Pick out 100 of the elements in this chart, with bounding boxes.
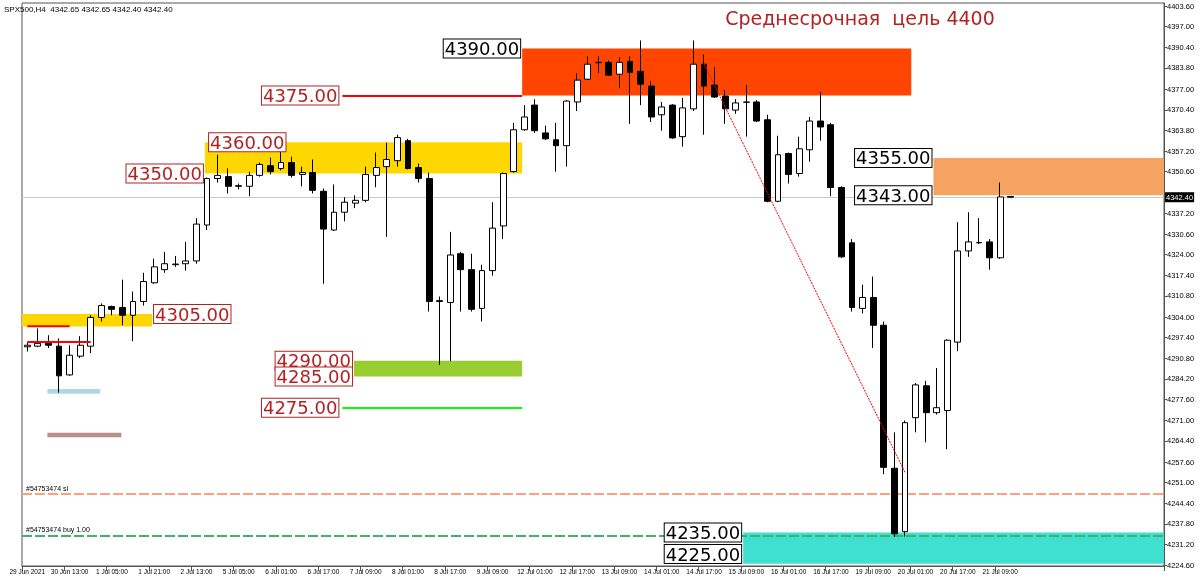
candlestick <box>775 135 781 203</box>
candlestick <box>838 185 845 259</box>
candlestick <box>923 380 930 443</box>
candlestick <box>161 251 168 274</box>
candlestick <box>553 122 559 173</box>
candlestick <box>172 255 179 268</box>
candlestick <box>690 39 697 112</box>
annotation: 4343.00 <box>856 184 931 206</box>
candlestick <box>902 419 908 538</box>
annotation: 4305.00 <box>155 303 230 325</box>
candlestick <box>256 162 263 178</box>
candlestick <box>764 114 771 203</box>
candlestick <box>182 241 189 272</box>
candlestick <box>45 334 52 349</box>
candlestick <box>341 196 348 222</box>
candlestick <box>373 152 380 188</box>
ref-line-label: 4275.00 <box>262 397 338 419</box>
candlestick <box>827 122 834 197</box>
candlestick <box>1007 195 1014 198</box>
candlestick <box>235 182 242 190</box>
candlestick <box>880 321 887 475</box>
candlestick <box>521 104 528 132</box>
candlestick <box>140 272 147 307</box>
candlestick <box>711 66 718 99</box>
candlestick <box>24 341 31 352</box>
candlestick <box>383 142 390 238</box>
candlestick <box>56 337 62 394</box>
candlestick <box>997 182 1004 260</box>
candlestick <box>679 97 686 148</box>
candlestick <box>352 194 359 209</box>
candlestick <box>669 103 676 140</box>
candlestick <box>510 122 517 174</box>
candlestick <box>637 39 644 106</box>
candlestick <box>66 344 73 377</box>
candlestick <box>584 55 591 81</box>
candlestick <box>722 89 729 125</box>
candlestick <box>457 251 464 313</box>
candlestick <box>753 99 760 123</box>
annotation: 4390.00 <box>444 38 520 60</box>
candlestick <box>627 55 633 125</box>
candlestick <box>933 367 940 416</box>
candlestick <box>479 264 485 322</box>
annotation: 4225.00 <box>665 543 741 565</box>
candlestick <box>331 183 337 232</box>
candlestick <box>320 187 327 285</box>
candlestick <box>108 305 115 316</box>
candlestick <box>426 172 433 313</box>
candlestick <box>595 55 602 74</box>
candlestick <box>605 59 612 77</box>
candlestick <box>267 157 274 175</box>
candlestick <box>701 54 707 136</box>
candlestick <box>214 154 221 184</box>
candlestick <box>130 291 136 342</box>
candlestick <box>954 221 961 352</box>
candlestick <box>817 91 824 142</box>
candlestick <box>658 101 665 132</box>
candlestick <box>976 217 982 245</box>
annotation: 4360.00 <box>210 131 285 153</box>
candlestick <box>246 171 253 197</box>
candlestick <box>394 134 401 168</box>
candlestick <box>447 231 454 362</box>
candlestick <box>531 98 538 134</box>
candlestick <box>859 284 866 314</box>
annotation: 4355.00 <box>856 147 931 169</box>
candlestick <box>743 84 750 138</box>
annotation: Среднесрочная цель 4400 <box>725 6 995 29</box>
chart-title: SPX500,H4 4342.65 4342.65 4342.40 4342.40 <box>4 4 174 14</box>
candlestick <box>870 276 877 349</box>
candlestick <box>806 116 813 163</box>
candlestick <box>563 99 570 168</box>
candlestick <box>288 156 295 179</box>
candlestick <box>891 431 898 538</box>
candlestick <box>542 125 549 141</box>
candlestick <box>34 327 41 348</box>
candlestick <box>785 152 792 184</box>
candlestick <box>415 163 422 184</box>
candlestick <box>119 279 126 326</box>
candlestick <box>362 166 369 203</box>
candlestick <box>309 158 316 194</box>
candlestick <box>796 136 803 178</box>
candlestick <box>944 338 951 450</box>
annotation: 4235.00 <box>665 522 741 544</box>
candlestick <box>436 296 443 366</box>
candlestick <box>648 80 655 123</box>
candlestick <box>912 382 919 433</box>
candlestick <box>77 335 84 359</box>
candlestick <box>151 258 158 285</box>
candlestick <box>87 314 94 354</box>
candlestick <box>193 217 200 265</box>
candlestick <box>500 172 507 240</box>
candlestick <box>849 238 855 313</box>
candlestick <box>468 253 475 313</box>
ref-line-label: 4375.00 <box>262 84 338 106</box>
candlestick <box>616 56 623 89</box>
candlestick <box>299 166 306 187</box>
candlestick <box>574 72 581 112</box>
candlestick <box>98 302 105 322</box>
candlestick <box>405 138 411 170</box>
candlestick <box>965 211 972 258</box>
candlestick <box>986 238 993 271</box>
